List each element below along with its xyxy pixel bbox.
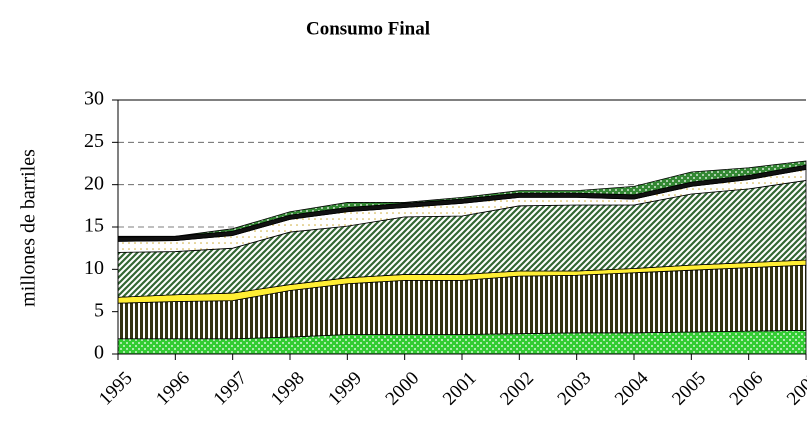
y-tick-label: 30 [84, 88, 104, 110]
x-tick-label: 1996 [152, 368, 194, 410]
area [117, 160, 807, 238]
y-tick-label: 15 [84, 215, 104, 237]
x-tick-label: 2001 [439, 368, 481, 410]
y-tick-label: 20 [84, 172, 104, 194]
y-tick-label: 10 [84, 257, 104, 279]
x-tick-label: 2005 [668, 368, 710, 410]
x-tick-label: 2007 [783, 368, 807, 410]
x-tick-label: 2002 [496, 368, 538, 410]
y-tick-label: 0 [94, 342, 104, 364]
x-tick-label: 1999 [324, 368, 366, 410]
x-tick-label: 1998 [267, 368, 309, 410]
y-tick-label: 25 [84, 130, 104, 152]
x-tick-label: 1995 [95, 368, 137, 410]
x-tick-label: 2006 [726, 368, 768, 410]
y-axis-label: millones de barriles [18, 149, 40, 307]
y-tick-label: 5 [94, 299, 104, 321]
x-tick-label: 1997 [210, 368, 252, 410]
chart-title: Consumo Final [306, 18, 430, 39]
x-tick-label: 2003 [554, 368, 596, 410]
x-tick-label: 2004 [611, 367, 653, 409]
x-tick-label: 2000 [382, 368, 424, 410]
